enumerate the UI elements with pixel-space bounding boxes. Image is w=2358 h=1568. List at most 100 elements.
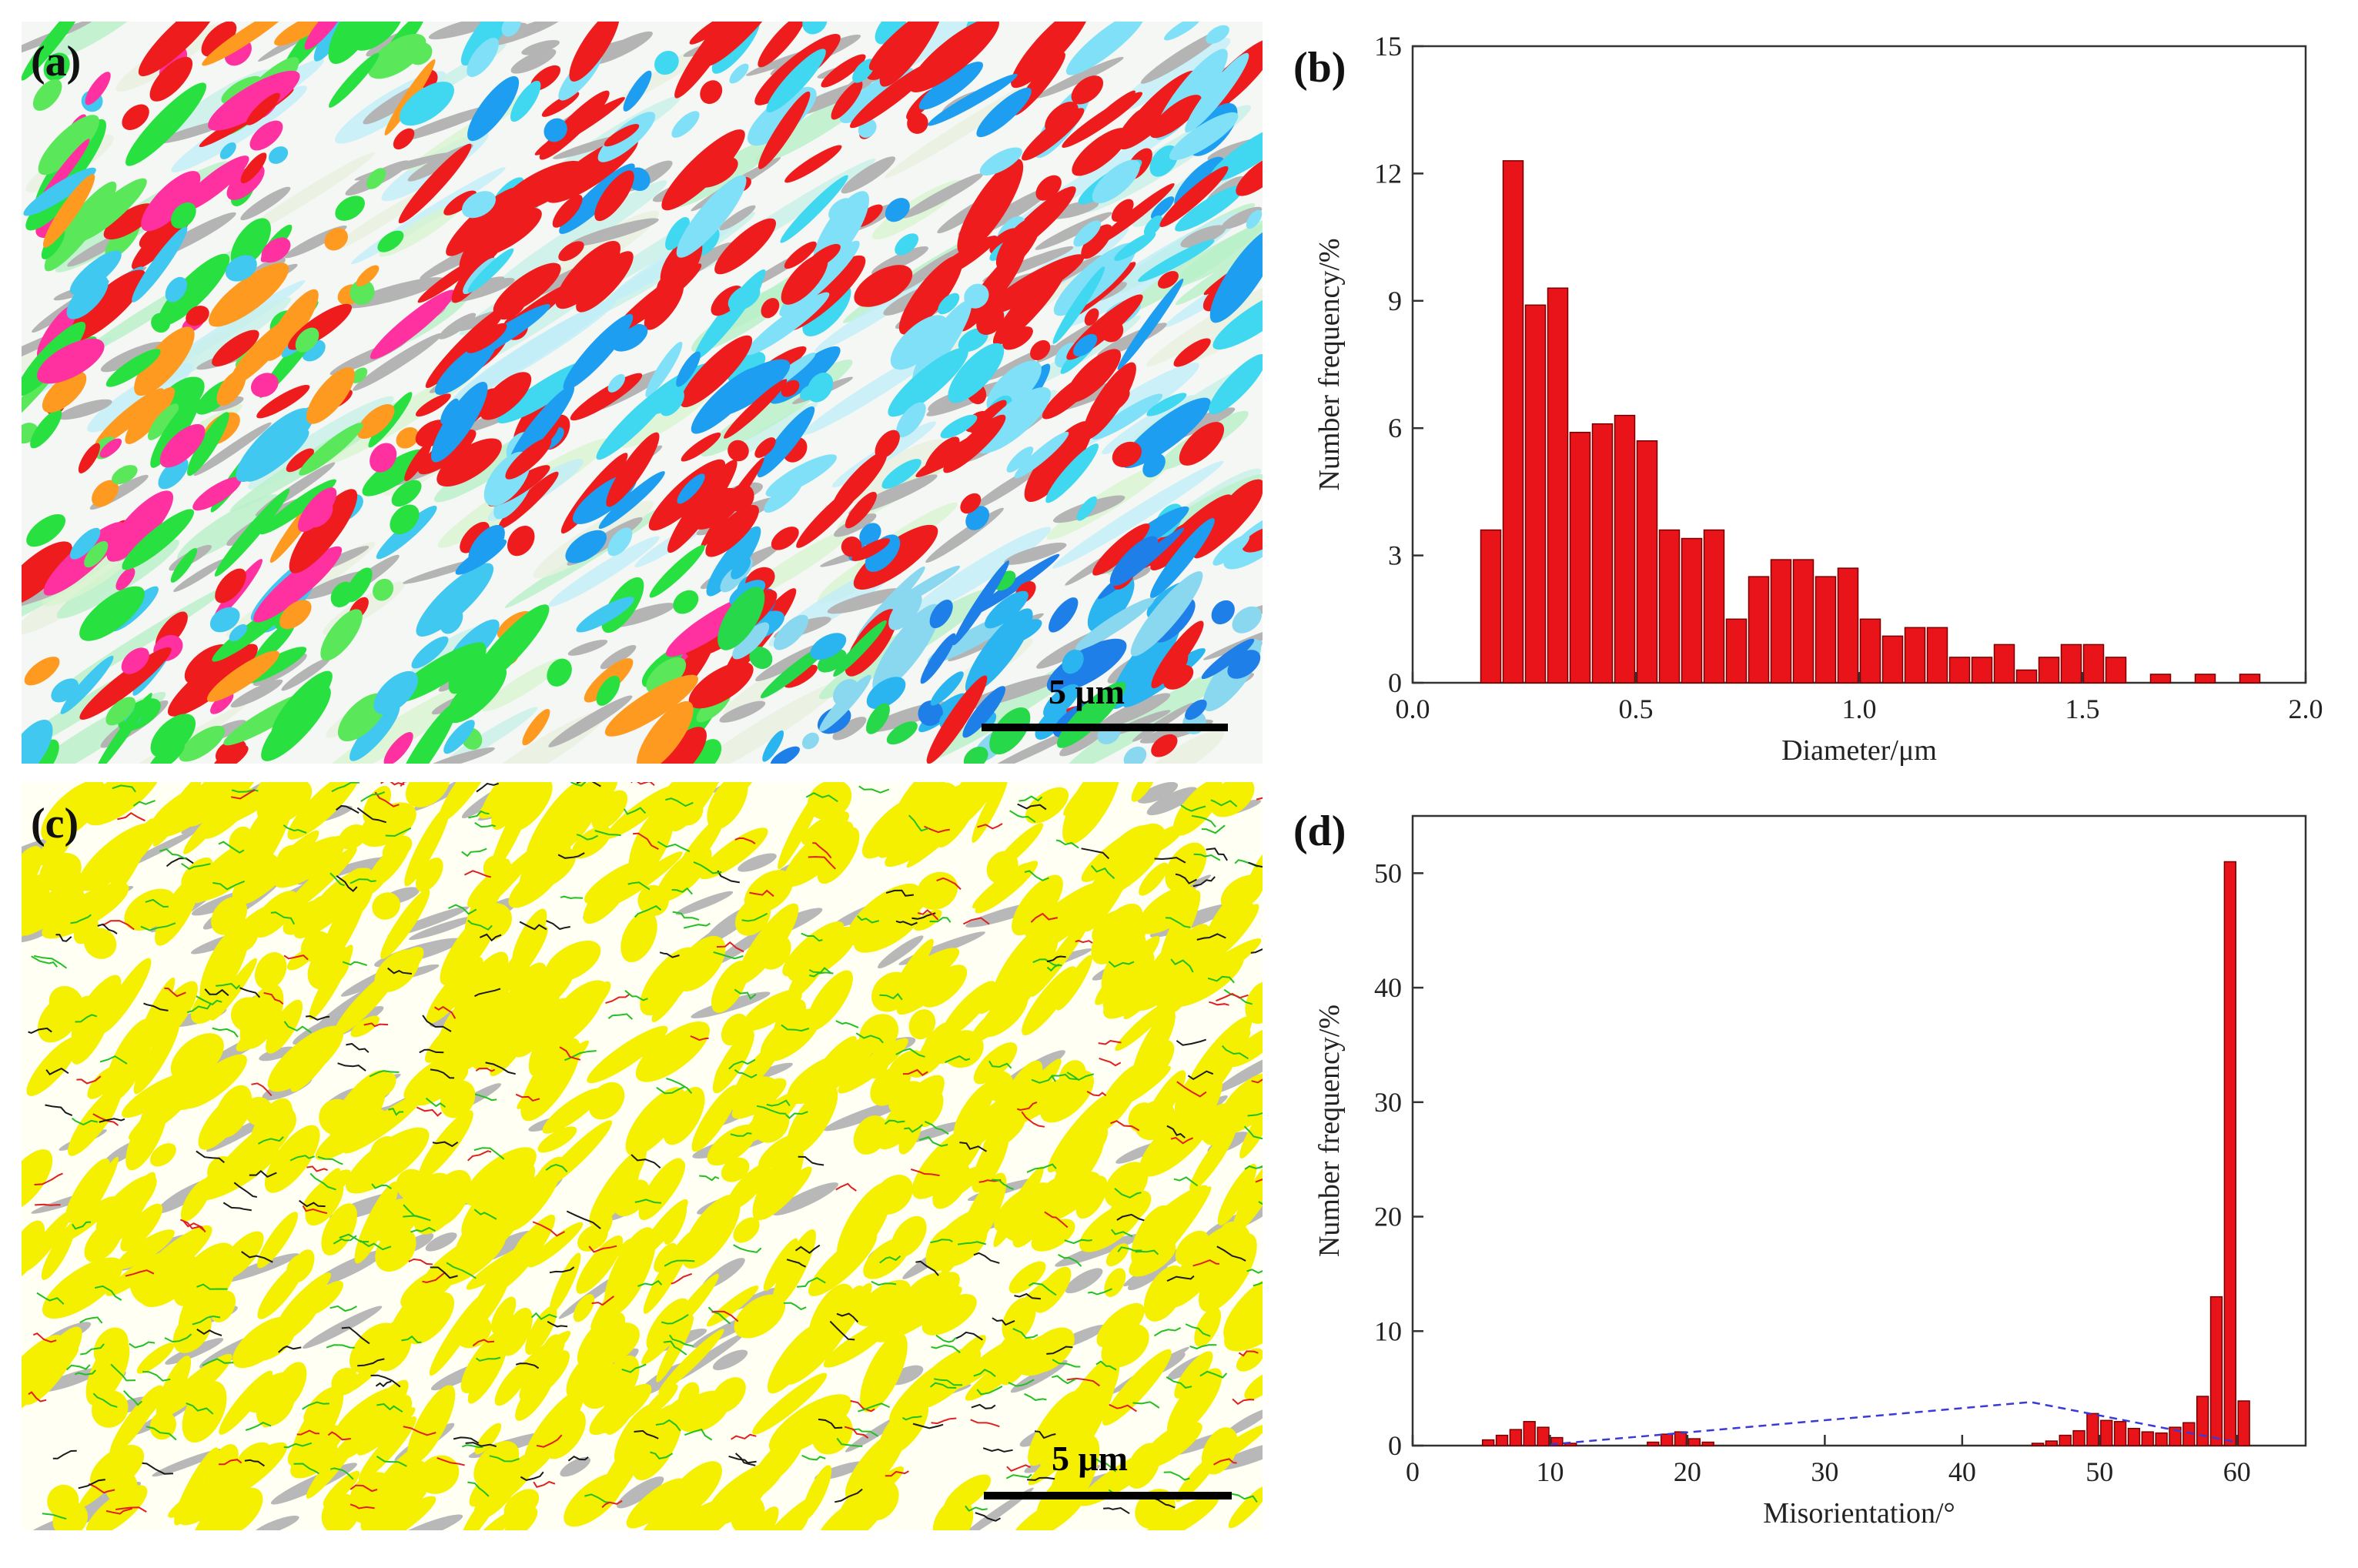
histogram-bar — [2059, 1434, 2072, 1446]
grain-shape — [654, 1242, 678, 1272]
grain-shape — [604, 124, 640, 147]
grain-shape — [859, 523, 881, 546]
grain-shape — [754, 437, 776, 458]
grain-shape — [784, 664, 818, 688]
grain-boundary — [936, 877, 962, 891]
grain-shape — [1087, 575, 1135, 632]
grain-shape — [271, 670, 333, 738]
grain-boundary — [728, 1058, 756, 1070]
grain-shape — [885, 805, 969, 868]
grain-shape — [872, 1466, 905, 1494]
grain-boundary — [1091, 864, 1115, 880]
grain-shape — [193, 422, 272, 476]
grain-shape — [1115, 1001, 1171, 1051]
grain-shape — [202, 22, 293, 66]
grain-shape — [623, 70, 652, 112]
grain-shape — [303, 1306, 383, 1349]
grain-shape — [1117, 951, 1199, 1012]
grain-boundary — [1180, 804, 1206, 812]
grain-boundary — [479, 933, 502, 942]
grain-shape — [772, 1182, 839, 1215]
grain-shape — [171, 202, 196, 229]
grain-shape — [745, 292, 830, 356]
grain-shape — [552, 195, 583, 228]
grain-shape — [490, 1296, 517, 1334]
grain-shape — [984, 254, 1085, 316]
grain-shape — [259, 1046, 296, 1061]
grain-shape — [79, 647, 172, 720]
grain-shape — [625, 1087, 686, 1156]
x-axis-label: Diameter/μm — [1781, 734, 1937, 767]
grain-shape — [1096, 1302, 1145, 1348]
grain-boundary — [342, 961, 368, 966]
grain-shape — [953, 1082, 995, 1139]
grain-shape — [155, 877, 200, 946]
grain-boundary — [129, 1341, 156, 1349]
histogram-bar — [1792, 559, 1814, 684]
grain-shape — [852, 59, 875, 83]
histogram-bar — [1647, 1441, 1660, 1446]
histogram-bar — [2038, 657, 2060, 684]
grain-shape — [596, 382, 676, 460]
grain-shape — [712, 1349, 748, 1371]
grain-shape — [353, 333, 443, 391]
grain-shape — [1209, 228, 1263, 323]
grain-boundary — [143, 1002, 169, 1011]
grain-shape — [766, 48, 826, 113]
histogram-bar — [1502, 160, 1524, 684]
grain-shape — [38, 115, 99, 176]
histogram-bar — [2141, 1431, 2154, 1446]
grain-shape — [1239, 1097, 1263, 1158]
grain-boundary — [212, 880, 245, 891]
grain-shape — [539, 1120, 613, 1192]
grain-boundary — [105, 1507, 132, 1515]
grain-boundary — [664, 1259, 695, 1267]
histogram-bar — [1481, 1439, 1495, 1446]
grain-shape — [836, 1182, 893, 1265]
grain-shape — [443, 190, 477, 216]
grain-shape — [1049, 200, 1099, 219]
grain-shape — [541, 92, 580, 117]
grain-boundary — [1154, 857, 1186, 864]
grain-boundary — [186, 1402, 214, 1415]
grain-boundary — [463, 870, 491, 878]
grain-shape — [972, 1128, 1009, 1193]
grain-shape — [1004, 542, 1067, 565]
grain-shape — [1046, 638, 1127, 693]
grain-shape — [1185, 699, 1207, 720]
grain-boundary — [1055, 839, 1079, 849]
grain-boundary — [55, 934, 72, 942]
grain-shape — [1045, 102, 1079, 133]
grain-boundary — [904, 1124, 924, 1133]
grain-shape — [394, 703, 458, 764]
grain-boundary — [655, 1419, 681, 1432]
grain-shape — [236, 1017, 280, 1052]
grain-shape — [841, 537, 862, 557]
grain-shape — [369, 1446, 419, 1499]
grain-shape — [92, 480, 119, 507]
grain-boundary — [801, 932, 823, 942]
grain-boundary — [99, 1055, 128, 1065]
grain-shape — [675, 891, 734, 915]
grain-shape — [866, 677, 906, 710]
grain-shape — [1043, 684, 1079, 718]
grain-shape — [963, 746, 988, 764]
grain-shape — [888, 1081, 926, 1115]
histogram-bar — [2105, 657, 2127, 684]
grain-boundary — [196, 1329, 222, 1336]
grain-boundary — [931, 1344, 961, 1354]
grain-shape — [663, 1086, 705, 1145]
grain-shape — [658, 1329, 724, 1394]
grain-boundary — [1034, 1430, 1056, 1439]
x-tick-label: 2.0 — [2289, 694, 2323, 724]
grain-boundary — [123, 1390, 142, 1406]
grain-shape — [749, 647, 773, 669]
grain-shape — [678, 1382, 700, 1409]
grain-shape — [404, 806, 450, 887]
grain-shape — [417, 256, 483, 303]
grain-shape — [998, 1337, 1034, 1386]
grain-boundary — [808, 856, 836, 870]
grain-shape — [315, 1108, 386, 1161]
grain-shape — [1149, 95, 1202, 139]
grain-shape — [303, 1386, 338, 1423]
